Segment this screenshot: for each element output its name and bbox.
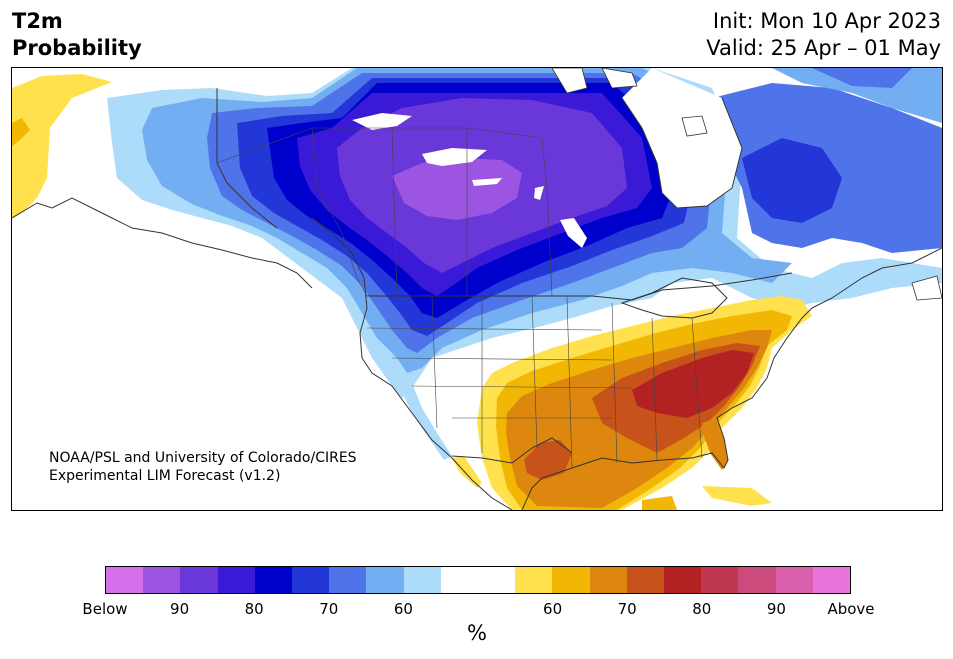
colorbar-segment	[812, 567, 851, 593]
coastlines	[12, 88, 942, 510]
east-canada-below-core	[742, 138, 842, 223]
state-borders-2	[431, 295, 703, 469]
cuba-east-region	[702, 486, 772, 506]
forecast-map	[12, 68, 942, 510]
above-70-texas-core	[524, 440, 572, 480]
colorbar-segment	[403, 567, 441, 593]
colorbar-tick-label: 80	[244, 600, 264, 618]
colorbar-tick-label: Below	[82, 600, 128, 618]
colorbar-segment	[701, 567, 739, 593]
title-variable: T2m	[12, 9, 63, 33]
greenland-below-core	[812, 68, 912, 88]
arctic-islands	[551, 68, 942, 301]
greenland-below-region	[772, 68, 942, 123]
colorbar-tick-label: 70	[617, 600, 637, 618]
arctic-island-3	[681, 115, 708, 137]
lake-reindeer	[534, 186, 544, 200]
colorbar-segment	[329, 567, 367, 593]
alaska-above-core	[12, 118, 30, 146]
arctic-island-1	[551, 68, 588, 94]
credit-line-2: Experimental LIM Forecast (v1.2)	[49, 468, 281, 484]
colorbar-segment	[366, 567, 404, 593]
great-lakes-outline	[620, 277, 728, 319]
province-border-bc-ab	[311, 127, 368, 297]
great-slave-lake	[422, 148, 487, 166]
colorbar-segment	[180, 567, 218, 593]
california-below-region	[397, 368, 452, 460]
colorbar-unit-label: %	[467, 621, 487, 645]
colorbar-segment	[775, 567, 813, 593]
northeast-coast-line	[811, 247, 942, 309]
province-border-mb-on	[541, 137, 553, 297]
alaska-coast	[12, 197, 313, 289]
great-bear-lake	[352, 113, 412, 130]
credit-text: NOAA/PSL and University of Colorado/CIRE…	[49, 449, 357, 485]
map-title: T2m Probability	[12, 8, 142, 62]
colorbar-tick-label: 60	[543, 600, 563, 618]
alaska-canada-border	[216, 88, 278, 229]
colorbar-segment	[626, 567, 665, 593]
colorbar-segment	[143, 567, 181, 593]
init-date: Init: Mon 10 Apr 2023	[712, 9, 941, 33]
gulf-coast-line	[521, 307, 813, 510]
colorbar-segment	[292, 567, 330, 593]
colorbar-tick-label: Above	[827, 600, 875, 618]
arctic-island-2	[601, 68, 638, 89]
colorbar-tick-label: 80	[692, 600, 712, 618]
colorbar-segment	[478, 567, 516, 593]
colorbar	[105, 566, 851, 594]
colorbar-segment	[589, 567, 627, 593]
map-panel	[11, 67, 943, 511]
territory-border	[216, 127, 543, 164]
colorbar-segment	[217, 567, 255, 593]
west-coast-line	[311, 217, 513, 510]
us-mexico-border	[451, 437, 573, 464]
title-metric: Probability	[12, 36, 142, 60]
colorbar-segment	[254, 567, 293, 593]
political-borders	[216, 127, 703, 469]
colorbar-segment	[552, 567, 590, 593]
colorbar-segment	[515, 567, 553, 593]
province-border-ab-sk	[391, 127, 398, 297]
colorbar-segment	[738, 567, 776, 593]
colorbar-segment	[440, 567, 479, 593]
alaska-above-region	[12, 74, 112, 218]
colorbar-tick-label: 90	[170, 600, 190, 618]
state-borders-1	[366, 327, 633, 419]
lake-winnipeg	[560, 218, 587, 248]
colorbar-segment	[106, 567, 144, 593]
forecast-dates: Init: Mon 10 Apr 2023 Valid: 25 Apr – 01…	[706, 8, 941, 62]
colorbar-tick-label: 90	[766, 600, 786, 618]
lake-athabasca	[472, 178, 502, 186]
hudson-bay	[622, 68, 742, 208]
credit-line-1: NOAA/PSL and University of Colorado/CIRE…	[49, 450, 357, 466]
cuba-above-region	[642, 496, 677, 510]
below-90-region	[392, 158, 522, 220]
hudson-bay-coast	[621, 97, 743, 209]
colorbar-tick-label: 60	[393, 600, 413, 618]
above-75-region	[632, 350, 754, 418]
valid-date: Valid: 25 Apr – 01 May	[706, 36, 941, 60]
colorbar-segment	[664, 567, 702, 593]
baja-above-region	[452, 456, 482, 488]
colorbar-tick-label: 70	[319, 600, 339, 618]
newfoundland	[911, 275, 942, 301]
